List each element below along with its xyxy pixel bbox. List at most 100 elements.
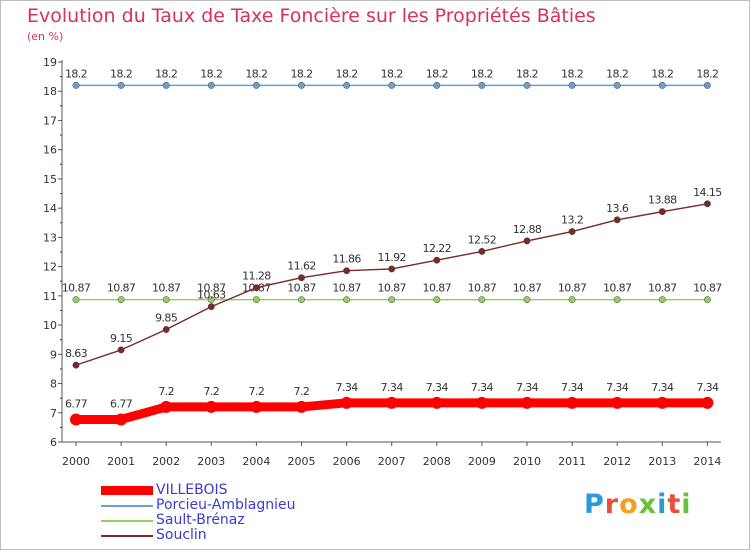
data-point-sault-br-naz-2008 xyxy=(433,296,441,304)
data-point-villebois-2014 xyxy=(701,396,714,409)
legend-swatch-souclin xyxy=(101,535,153,537)
x-tick-label-2010: 2010 xyxy=(513,455,541,468)
data-point-souclin-2002 xyxy=(162,326,170,333)
data-label-souclin-2011: 13.2 xyxy=(561,214,583,227)
data-label-souclin-2010: 12.88 xyxy=(513,223,542,236)
data-point-sault-br-naz-2007 xyxy=(388,296,396,304)
data-label-porcieu-amblagnieu-2003: 18.2 xyxy=(200,67,222,80)
data-point-villebois-2005 xyxy=(295,400,308,413)
data-label-porcieu-amblagnieu-2008: 18.2 xyxy=(426,67,448,80)
legend-label-sault-brenaz: Sault-Brénaz xyxy=(156,512,245,528)
y-tick-label-7: 7 xyxy=(50,407,57,420)
data-point-sault-br-naz-2010 xyxy=(523,296,531,304)
data-label-sault-br-naz-2005: 10.87 xyxy=(287,282,316,295)
chart-title: Evolution du Taux de Taxe Foncière sur l… xyxy=(27,5,596,27)
data-label-villebois-2000: 6.77 xyxy=(65,397,88,410)
y-tick-label-18: 18 xyxy=(43,85,57,98)
y-tick-label-16: 16 xyxy=(43,144,57,157)
data-point-sault-br-naz-2003 xyxy=(207,296,215,304)
data-point-souclin-2000 xyxy=(72,361,80,369)
data-label-souclin-2005: 11.62 xyxy=(287,260,316,273)
chart-subtitle: (en %) xyxy=(27,30,64,43)
data-label-villebois-2005: 7.2 xyxy=(294,385,310,398)
data-point-porcieu-amblagnieu-2008 xyxy=(433,81,441,89)
data-label-porcieu-amblagnieu-2013: 18.2 xyxy=(651,67,673,80)
x-tick-label-2006: 2006 xyxy=(333,455,361,468)
data-point-villebois-2003 xyxy=(205,400,218,413)
data-label-souclin-2004: 11.28 xyxy=(242,270,271,283)
data-point-villebois-2002 xyxy=(160,400,173,413)
data-point-porcieu-amblagnieu-2011 xyxy=(568,81,576,89)
data-label-sault-br-naz-2001: 10.87 xyxy=(107,282,136,295)
data-label-porcieu-amblagnieu-2014: 18.2 xyxy=(696,67,718,80)
data-label-villebois-2004: 7.2 xyxy=(249,385,265,398)
y-tick-label-9: 9 xyxy=(50,348,57,361)
data-point-souclin-2001 xyxy=(117,346,125,354)
data-label-sault-br-naz-2010: 10.87 xyxy=(513,282,542,295)
data-point-porcieu-amblagnieu-2010 xyxy=(523,81,531,89)
data-label-sault-br-naz-2008: 10.87 xyxy=(423,282,452,295)
data-point-villebois-2001 xyxy=(115,413,128,426)
data-label-villebois-2007: 7.34 xyxy=(381,381,404,394)
data-label-souclin-2002: 9.85 xyxy=(155,311,178,324)
data-point-porcieu-amblagnieu-2003 xyxy=(207,81,215,89)
x-tick-label-2004: 2004 xyxy=(242,455,270,468)
data-point-porcieu-amblagnieu-2007 xyxy=(388,81,396,89)
data-point-souclin-2014 xyxy=(703,200,711,208)
data-label-souclin-2000: 8.63 xyxy=(65,347,88,360)
data-point-sault-br-naz-2002 xyxy=(162,296,170,304)
data-point-villebois-2011 xyxy=(566,396,579,409)
data-label-porcieu-amblagnieu-2007: 18.2 xyxy=(381,67,403,80)
data-point-porcieu-amblagnieu-2001 xyxy=(117,81,125,89)
data-point-porcieu-amblagnieu-2000 xyxy=(72,81,80,89)
data-point-villebois-2012 xyxy=(611,396,624,409)
data-point-villebois-2004 xyxy=(250,400,263,413)
data-label-souclin-2003: 10.63 xyxy=(197,289,226,302)
data-point-sault-br-naz-2000 xyxy=(72,296,80,304)
data-label-porcieu-amblagnieu-2002: 18.2 xyxy=(155,67,177,80)
data-label-villebois-2010: 7.34 xyxy=(516,381,539,394)
data-label-souclin-2014: 14.15 xyxy=(693,186,722,199)
data-label-porcieu-amblagnieu-2000: 18.2 xyxy=(65,67,87,80)
data-label-sault-br-naz-2002: 10.87 xyxy=(152,282,181,295)
data-label-porcieu-amblagnieu-2010: 18.2 xyxy=(516,67,538,80)
data-point-sault-br-naz-2005 xyxy=(298,296,305,304)
data-label-souclin-2006: 11.86 xyxy=(332,253,361,266)
data-point-porcieu-amblagnieu-2005 xyxy=(298,81,305,89)
data-point-sault-br-naz-2004 xyxy=(252,296,260,304)
data-label-villebois-2014: 7.34 xyxy=(696,381,719,394)
data-point-souclin-2008 xyxy=(433,256,441,264)
x-tick-label-2002: 2002 xyxy=(152,455,180,468)
x-tick-label-2003: 2003 xyxy=(197,455,225,468)
data-point-villebois-2013 xyxy=(656,396,669,409)
data-label-souclin-2013: 13.88 xyxy=(648,194,677,207)
data-label-sault-br-naz-2007: 10.87 xyxy=(377,282,406,295)
proxiti-logo: Proxiti xyxy=(584,489,692,520)
x-tick-label-2011: 2011 xyxy=(558,455,586,468)
data-label-villebois-2011: 7.34 xyxy=(561,381,584,394)
data-label-villebois-2009: 7.34 xyxy=(471,381,494,394)
data-label-porcieu-amblagnieu-2009: 18.2 xyxy=(471,67,493,80)
data-label-souclin-2007: 11.92 xyxy=(377,251,406,264)
data-label-sault-br-naz-2014: 10.87 xyxy=(693,282,722,295)
data-point-villebois-2000 xyxy=(70,413,82,426)
x-tick-label-2009: 2009 xyxy=(468,455,496,468)
legend-swatch-villebois xyxy=(101,486,153,495)
y-tick-label-12: 12 xyxy=(43,261,57,274)
y-tick-label-14: 14 xyxy=(43,202,57,215)
data-point-souclin-2009 xyxy=(478,247,486,255)
y-tick-label-15: 15 xyxy=(43,173,57,186)
data-label-villebois-2003: 7.2 xyxy=(203,385,219,398)
data-point-sault-br-naz-2006 xyxy=(343,296,351,304)
data-point-sault-br-naz-2014 xyxy=(703,296,711,304)
data-point-souclin-2007 xyxy=(388,265,396,273)
data-point-sault-br-naz-2011 xyxy=(568,296,576,304)
legend-label-porcieu-amblagnieu: Porcieu-Amblagnieu xyxy=(156,497,296,513)
data-label-souclin-2009: 12.52 xyxy=(468,233,497,246)
x-tick-label-2014: 2014 xyxy=(693,455,721,468)
legend-label-souclin: Souclin xyxy=(156,527,207,543)
y-tick-label-17: 17 xyxy=(43,114,57,127)
x-tick-label-2001: 2001 xyxy=(107,455,135,468)
